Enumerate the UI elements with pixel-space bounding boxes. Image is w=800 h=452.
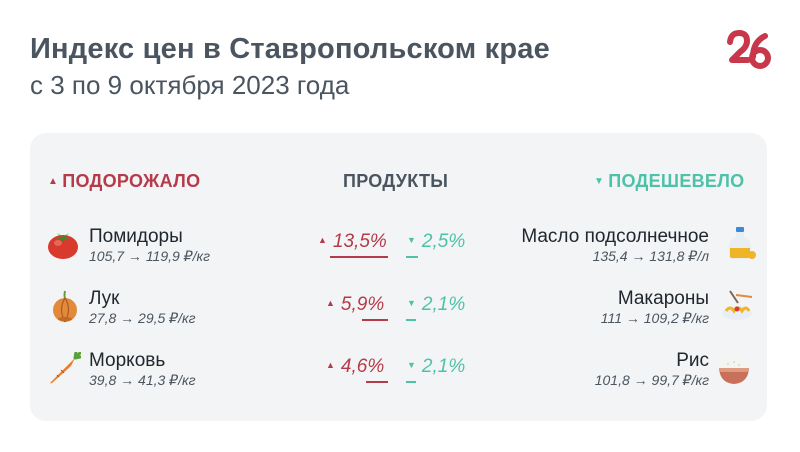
carrot-icon: [50, 352, 81, 384]
up-triangle-icon: ▲: [326, 298, 335, 308]
column-header-products: ПРОДУКТЫ: [343, 171, 449, 191]
price-card: [30, 133, 767, 421]
product-name: Морковь: [89, 350, 166, 371]
up-triangle-icon: ▲: [318, 235, 327, 245]
product-name: Помидоры: [89, 226, 183, 247]
column-header-rising: ▲ ПОДОРОЖАЛО: [48, 171, 201, 191]
product-name: Макароны: [617, 288, 709, 309]
up-triangle-icon: ▲: [326, 360, 335, 370]
change-up: ▲ 13,5%: [318, 231, 387, 252]
product-price: 39,8 → 41,3 ₽/кг: [89, 372, 196, 388]
tomato-icon: [48, 233, 78, 259]
logo-26-icon: [727, 30, 771, 69]
bar-up: [330, 256, 388, 258]
bar-down: [406, 256, 418, 258]
change-down: ▼ 2,5%: [407, 231, 466, 252]
bar-down: [406, 381, 416, 383]
product-name: Лук: [89, 288, 120, 309]
product-name: Масло подсолнечное: [521, 226, 709, 247]
bar-down: [406, 319, 416, 321]
change-down: ▼ 2,1%: [407, 356, 466, 377]
rice-bowl-icon: [719, 358, 749, 384]
down-triangle-icon: ▼: [407, 235, 416, 245]
bar-up: [362, 319, 388, 321]
down-triangle-icon: ▼: [407, 298, 416, 308]
product-price: 105,7 → 119,9 ₽/кг: [89, 248, 211, 264]
up-triangle-icon: ▲: [48, 176, 59, 187]
product-price: 111 → 109,2 ₽/кг: [600, 310, 709, 326]
change-down: ▼ 2,1%: [407, 294, 466, 315]
change-up: ▲ 4,6%: [326, 356, 385, 377]
pasta-icon: [722, 290, 753, 320]
down-triangle-icon: ▼: [594, 176, 605, 187]
onion-icon: [53, 290, 77, 323]
page-title: Индекс цен в Ставропольском крае: [30, 33, 550, 65]
product-name: Рис: [676, 350, 709, 371]
down-triangle-icon: ▼: [407, 360, 416, 370]
product-price: 101,8 → 99,7 ₽/кг: [594, 372, 709, 388]
product-price: 27,8 → 29,5 ₽/кг: [89, 310, 196, 326]
bar-up: [366, 381, 388, 383]
product-price: 135,4 → 131,8 ₽/л: [592, 248, 709, 264]
page-subtitle: с 3 по 9 октября 2023 года: [30, 70, 350, 100]
oil-bottle-icon: [729, 227, 756, 259]
change-up: ▲ 5,9%: [326, 294, 385, 315]
column-header-falling: ▼ ПОДЕШЕВЕЛО: [594, 171, 745, 191]
